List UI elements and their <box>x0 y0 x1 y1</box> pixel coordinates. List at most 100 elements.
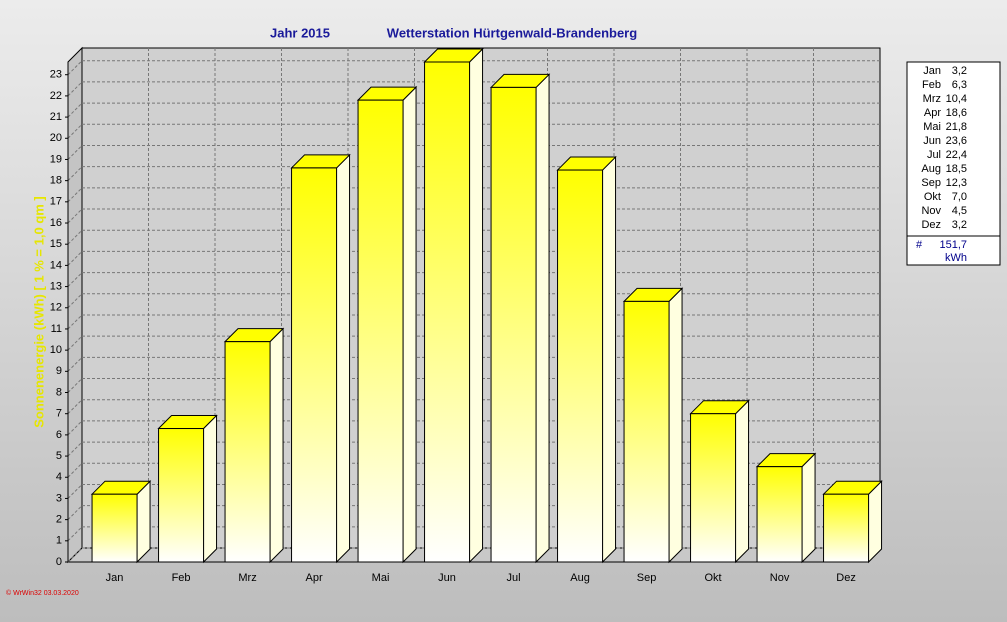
x-tick-label: Mrz <box>238 572 256 584</box>
grid-line-side <box>67 229 83 245</box>
legend-value: 6,3 <box>952 79 967 91</box>
bar-side <box>269 327 284 564</box>
grid-line-side <box>67 293 83 309</box>
y-tick-label: 18 <box>50 175 62 187</box>
legend-box <box>906 61 1001 266</box>
legend-month: Jun <box>923 135 941 147</box>
y-tick-label: 2 <box>56 514 62 526</box>
grid-line-side <box>67 335 83 351</box>
legend-month: Mai <box>923 121 941 133</box>
bar-side <box>336 153 351 564</box>
legend-value: 10,4 <box>946 93 967 105</box>
legend-month: Dez <box>921 219 941 231</box>
y-axis-title: Sonnenenergie (kWh) [ 1 % = 1,0 qm ] <box>31 196 46 428</box>
legend-month: Aug <box>921 163 941 175</box>
y-tick-label: 20 <box>50 132 62 144</box>
legend-month: Jul <box>927 149 941 161</box>
bar <box>424 61 471 563</box>
grid-line-side <box>67 526 83 542</box>
grid-line-side <box>67 208 83 224</box>
grid-line-side <box>67 420 83 436</box>
y-tick-label: 1 <box>56 535 62 547</box>
legend-total-symbol: # <box>916 239 923 251</box>
legend-month: Apr <box>924 107 941 119</box>
y-tick-label: 22 <box>50 90 62 102</box>
x-tick-label: Jul <box>507 572 521 584</box>
y-tick-label: 4 <box>56 471 62 483</box>
bar <box>357 99 404 563</box>
y-tick-label: 16 <box>50 217 62 229</box>
y-tick-label: 10 <box>50 344 62 356</box>
bar <box>823 493 870 563</box>
legend-total-value: 151,7 <box>939 239 967 251</box>
grid-line-side <box>67 145 83 160</box>
y-tick-label: 7 <box>56 408 62 420</box>
side-wall <box>67 46 83 564</box>
legend-value: 18,6 <box>946 107 967 119</box>
y-tick-label: 15 <box>50 238 62 250</box>
x-tick-label: Mai <box>372 572 390 584</box>
legend-month: Mrz <box>923 93 941 105</box>
x-tick-label: Dez <box>836 572 856 584</box>
legend-value: 3,2 <box>952 219 967 231</box>
grid-line-side <box>67 123 83 139</box>
bar-side <box>535 73 550 564</box>
x-tick-label: Jun <box>438 572 456 584</box>
x-tick-label: Jan <box>106 572 124 584</box>
grid-line-side <box>67 251 83 266</box>
footer: © WrWin32 03.03.2020 <box>6 589 79 597</box>
legend-value: 7,0 <box>952 191 967 203</box>
x-tick-label: Apr <box>305 572 322 584</box>
grid-line-side <box>67 378 83 393</box>
y-tick-label: 3 <box>56 492 62 504</box>
y-tick-label: 8 <box>56 386 62 398</box>
y-tick-label: 5 <box>56 450 62 462</box>
bar-side <box>402 85 417 564</box>
y-tick-label: 14 <box>50 259 62 271</box>
bar-side <box>602 155 617 564</box>
grid-line-side <box>67 462 83 478</box>
y-tick-label: 19 <box>50 153 62 165</box>
chart-title: Jahr 2015 <box>270 25 330 40</box>
y-tick-label: 12 <box>50 302 62 314</box>
legend-month: Sep <box>921 177 941 189</box>
y-tick-label: 23 <box>50 69 62 81</box>
y-tick-label: 9 <box>56 365 62 377</box>
bar <box>224 341 271 563</box>
bar-side <box>203 414 218 564</box>
grid-line-side <box>67 272 83 287</box>
bar <box>756 466 803 563</box>
bar <box>291 167 338 563</box>
bar-side <box>801 452 816 564</box>
y-tick-label: 6 <box>56 429 62 441</box>
grid-line-side <box>67 166 83 181</box>
bar <box>623 300 670 563</box>
bar-side <box>868 479 883 564</box>
bar <box>490 86 537 563</box>
legend-month: Okt <box>924 191 941 203</box>
legend-total-unit: kWh <box>945 252 967 264</box>
y-tick-label: 17 <box>50 196 62 208</box>
grid-line-side <box>67 505 83 520</box>
bar-side <box>735 399 750 564</box>
grid-line-side <box>67 102 83 118</box>
grid-line-side <box>67 547 83 563</box>
legend-value: 23,6 <box>946 135 967 147</box>
bar-side <box>136 479 151 564</box>
bar <box>158 428 205 563</box>
legend-month: Feb <box>922 79 941 91</box>
legend-value: 4,5 <box>952 205 967 217</box>
grid-line-side <box>67 81 83 97</box>
legend-value: 21,8 <box>946 121 967 133</box>
grid-line-side <box>67 60 83 76</box>
y-tick-label: 0 <box>56 556 62 568</box>
y-tick-label: 13 <box>50 280 62 292</box>
grid-line-side <box>67 399 83 415</box>
grid-line-side <box>67 484 83 499</box>
bar-side <box>469 47 484 564</box>
grid-line-side <box>67 441 83 457</box>
legend-value: 18,5 <box>946 163 967 175</box>
x-tick-label: Nov <box>770 572 790 584</box>
y-tick-label: 21 <box>50 111 62 123</box>
